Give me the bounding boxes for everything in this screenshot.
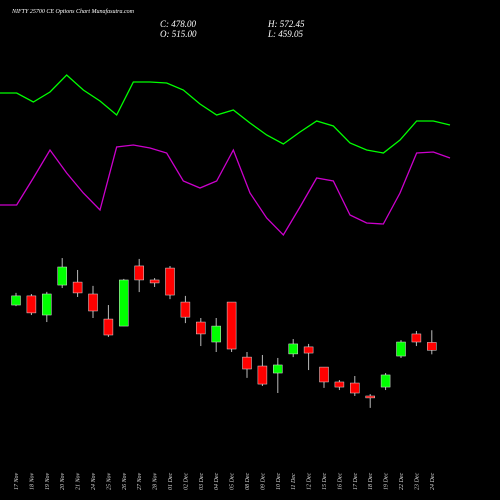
x-tick-label: 20 Nov: [60, 472, 66, 490]
candle-body: [72, 281, 83, 294]
x-tick-label: 15 Dec: [322, 473, 328, 490]
x-tick-label: 18 Dec: [368, 473, 374, 490]
candle-body: [427, 342, 437, 351]
x-tick-label: 25 Nov: [106, 472, 112, 490]
x-tick-label: 10 Dec: [276, 473, 282, 490]
x-tick-label: 27 Nov: [137, 472, 143, 490]
candle-body: [288, 343, 298, 355]
candle-body: [365, 395, 375, 399]
x-tick-label: 12 Dec: [307, 473, 313, 490]
indicator-line: [0, 144, 451, 237]
x-tick-label: 23 Dec: [414, 473, 420, 490]
indicator-line: [0, 74, 451, 154]
x-tick-label: 11 Dec: [291, 473, 297, 490]
candle-body: [273, 364, 283, 374]
candle-body: [180, 301, 191, 318]
x-tick-label: 24 Dec: [429, 473, 436, 490]
x-tick-label: 17 Nov: [14, 472, 20, 490]
candle-body: [303, 346, 314, 354]
x-tick-label: 08 Dec: [245, 473, 251, 490]
ohlc-open: O: 515.00: [160, 29, 197, 39]
x-tick-label: 02 Dec: [183, 473, 189, 490]
candle-body: [257, 365, 268, 385]
x-tick-label: 28 Nov: [153, 472, 159, 490]
x-tick-label: 17 Dec: [353, 473, 359, 490]
x-tick-label: 18 Nov: [29, 472, 35, 490]
candle-body: [242, 356, 252, 370]
candle-body: [57, 266, 67, 286]
ohlc-close: C: 478.00: [160, 19, 197, 29]
candle-body: [88, 293, 98, 312]
x-tick-label: 21 Nov: [76, 472, 82, 490]
candle-body: [42, 293, 52, 316]
candle-body: [396, 341, 406, 357]
candle-body: [134, 265, 144, 281]
candle-body: [380, 374, 391, 388]
x-tick-label: 09 Dec: [260, 473, 266, 490]
candle-body: [211, 325, 221, 343]
x-tick-label: 01 Dec: [168, 473, 174, 490]
candle-body: [165, 267, 175, 296]
candle-body: [149, 279, 160, 284]
candle-body: [26, 295, 37, 314]
x-tick-label: 16 Dec: [337, 473, 343, 490]
x-tick-label: 19 Dec: [384, 473, 390, 490]
x-tick-label: 19 Nov: [45, 472, 51, 490]
x-tick-label: 03 Dec: [199, 473, 205, 490]
candle-body: [334, 381, 345, 388]
candle-body: [119, 279, 129, 327]
candle-body: [11, 295, 21, 306]
ohlc-low: L: 459.05: [267, 29, 304, 39]
candle-body: [226, 301, 237, 350]
x-tick-label: 22 Dec: [399, 473, 405, 490]
candle-body: [319, 366, 329, 383]
x-tick-label: 24 Nov: [90, 472, 97, 490]
candle-body: [350, 382, 360, 394]
candle-body: [103, 318, 114, 336]
ohlc-high: H: 572.45: [267, 19, 305, 29]
x-tick-label: 05 Dec: [230, 473, 236, 490]
chart-title: NIFTY 25700 CE Options Chart Munafasutra…: [11, 8, 135, 15]
x-tick-label: 04 Dec: [213, 473, 220, 490]
candle-body: [196, 321, 206, 335]
x-tick-label: 26 Nov: [122, 472, 128, 490]
candle-body: [411, 333, 422, 343]
